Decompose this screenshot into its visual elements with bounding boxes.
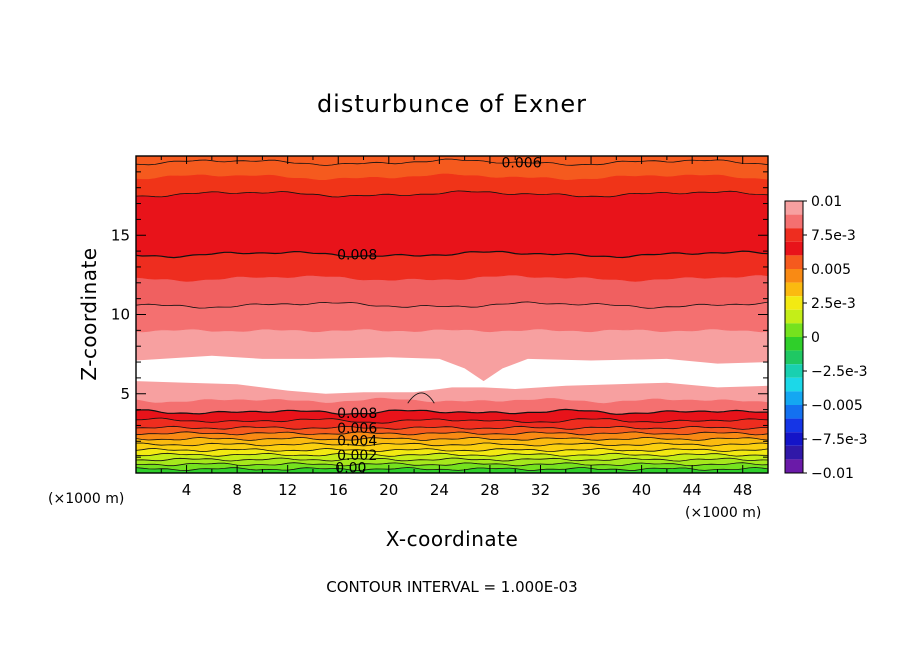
x-tick-label: 20 xyxy=(379,481,398,499)
colorbar-swatch xyxy=(785,255,803,269)
contour-label: 0.008 xyxy=(337,247,377,263)
contour-line xyxy=(136,452,768,457)
colorbar: 0.01 7.5e-3 0.005 2.5e-3 0 −2.5e-3 −0.005 −7.5e… xyxy=(784,194,868,482)
y-tick-label: 10 xyxy=(111,306,130,324)
contour-band xyxy=(136,156,768,181)
contour-line xyxy=(136,158,768,166)
contour-line xyxy=(136,442,768,447)
contour-line xyxy=(136,301,768,309)
x-unit-left: (×1000 m) xyxy=(48,491,124,507)
contour-line xyxy=(136,408,768,415)
x-tick-label: 40 xyxy=(632,481,651,499)
colorbar-swatch xyxy=(785,377,803,392)
colorbar-swatch xyxy=(785,445,803,460)
colorbar-label: −2.5e-3 xyxy=(811,364,868,380)
colorbar-swatch xyxy=(785,391,803,405)
contour-band xyxy=(136,190,768,258)
y-axis-label: Z-coordinate xyxy=(77,247,101,380)
colorbar-swatch xyxy=(785,405,803,419)
contour-interval-note: CONTOUR INTERVAL = 1.000E-03 xyxy=(326,578,577,596)
colorbar-label: −0.01 xyxy=(811,466,854,482)
colorbar-swatch xyxy=(785,432,803,446)
contour-line xyxy=(136,436,768,441)
colorbar-label: 7.5e-3 xyxy=(811,228,856,244)
y-ticks: 5 10 15 xyxy=(111,171,768,458)
contour-label: 0.006 xyxy=(337,421,377,437)
y-tick-label: 5 xyxy=(120,385,130,403)
colorbar-swatch xyxy=(785,309,803,324)
contour-line xyxy=(136,462,768,467)
contour-line xyxy=(136,190,768,198)
colorbar-label: −7.5e-3 xyxy=(811,432,868,448)
colorbar-swatch xyxy=(785,364,803,378)
contour-line xyxy=(136,457,768,462)
colorbar-label: 2.5e-3 xyxy=(811,296,856,312)
colorbar-swatch xyxy=(785,323,803,337)
contour-label: 0.006 xyxy=(501,155,541,171)
contour-line xyxy=(136,467,768,472)
contour-line xyxy=(136,417,768,424)
white-region xyxy=(136,355,768,394)
colorbar-swatch xyxy=(785,241,803,256)
x-ticks: 4 8 12 16 20 24 28 32 36 40 44 48 xyxy=(160,156,752,499)
colorbar-swatch xyxy=(785,350,803,365)
colorbar-swatch xyxy=(785,282,803,297)
contour-label: 0.002 xyxy=(337,448,377,464)
colorbar-swatch xyxy=(785,459,803,473)
colorbar-swatch xyxy=(785,228,803,242)
x-tick-label: 12 xyxy=(278,481,297,499)
x-tick-label: 32 xyxy=(531,481,550,499)
colorbar-swatch xyxy=(785,214,803,229)
colorbar-label: 0.01 xyxy=(811,194,842,210)
colorbar-swatch xyxy=(785,296,803,310)
colorbar-swatch xyxy=(785,418,803,433)
colorbar-swatch xyxy=(785,337,803,351)
x-tick-label: 16 xyxy=(329,481,348,499)
contour-line xyxy=(136,448,768,453)
x-tick-label: 8 xyxy=(232,481,242,499)
y-tick-label: 15 xyxy=(111,226,130,244)
x-tick-label: 36 xyxy=(581,481,600,499)
contour-band xyxy=(136,250,768,282)
colorbar-label: 0 xyxy=(811,330,820,346)
contour-label: 0.004 xyxy=(337,434,377,450)
x-tick-label: 28 xyxy=(480,481,499,499)
x-axis-label: X-coordinate xyxy=(386,527,519,551)
colorbar-swatch xyxy=(785,269,803,283)
x-tick-label: 4 xyxy=(182,481,192,499)
x-unit-right: (×1000 m) xyxy=(685,505,761,521)
x-tick-label: 24 xyxy=(430,481,449,499)
chart-title: disturbunce of Exner xyxy=(317,90,587,118)
contour-bump xyxy=(407,392,435,404)
contour-line xyxy=(136,425,768,430)
contour-label: 0.008 xyxy=(337,406,377,422)
colorbar-label: −0.005 xyxy=(811,398,863,414)
contour-line xyxy=(136,431,768,436)
contour-band xyxy=(136,467,768,473)
contour-fill xyxy=(136,156,768,473)
x-tick-label: 48 xyxy=(733,481,752,499)
contour-band xyxy=(136,274,768,309)
contour-line xyxy=(136,250,768,259)
colorbar-swatch xyxy=(785,201,803,215)
colorbar-label: 0.005 xyxy=(811,262,851,278)
x-tick-label: 44 xyxy=(683,481,702,499)
contour-label: 0.00 xyxy=(335,460,366,476)
